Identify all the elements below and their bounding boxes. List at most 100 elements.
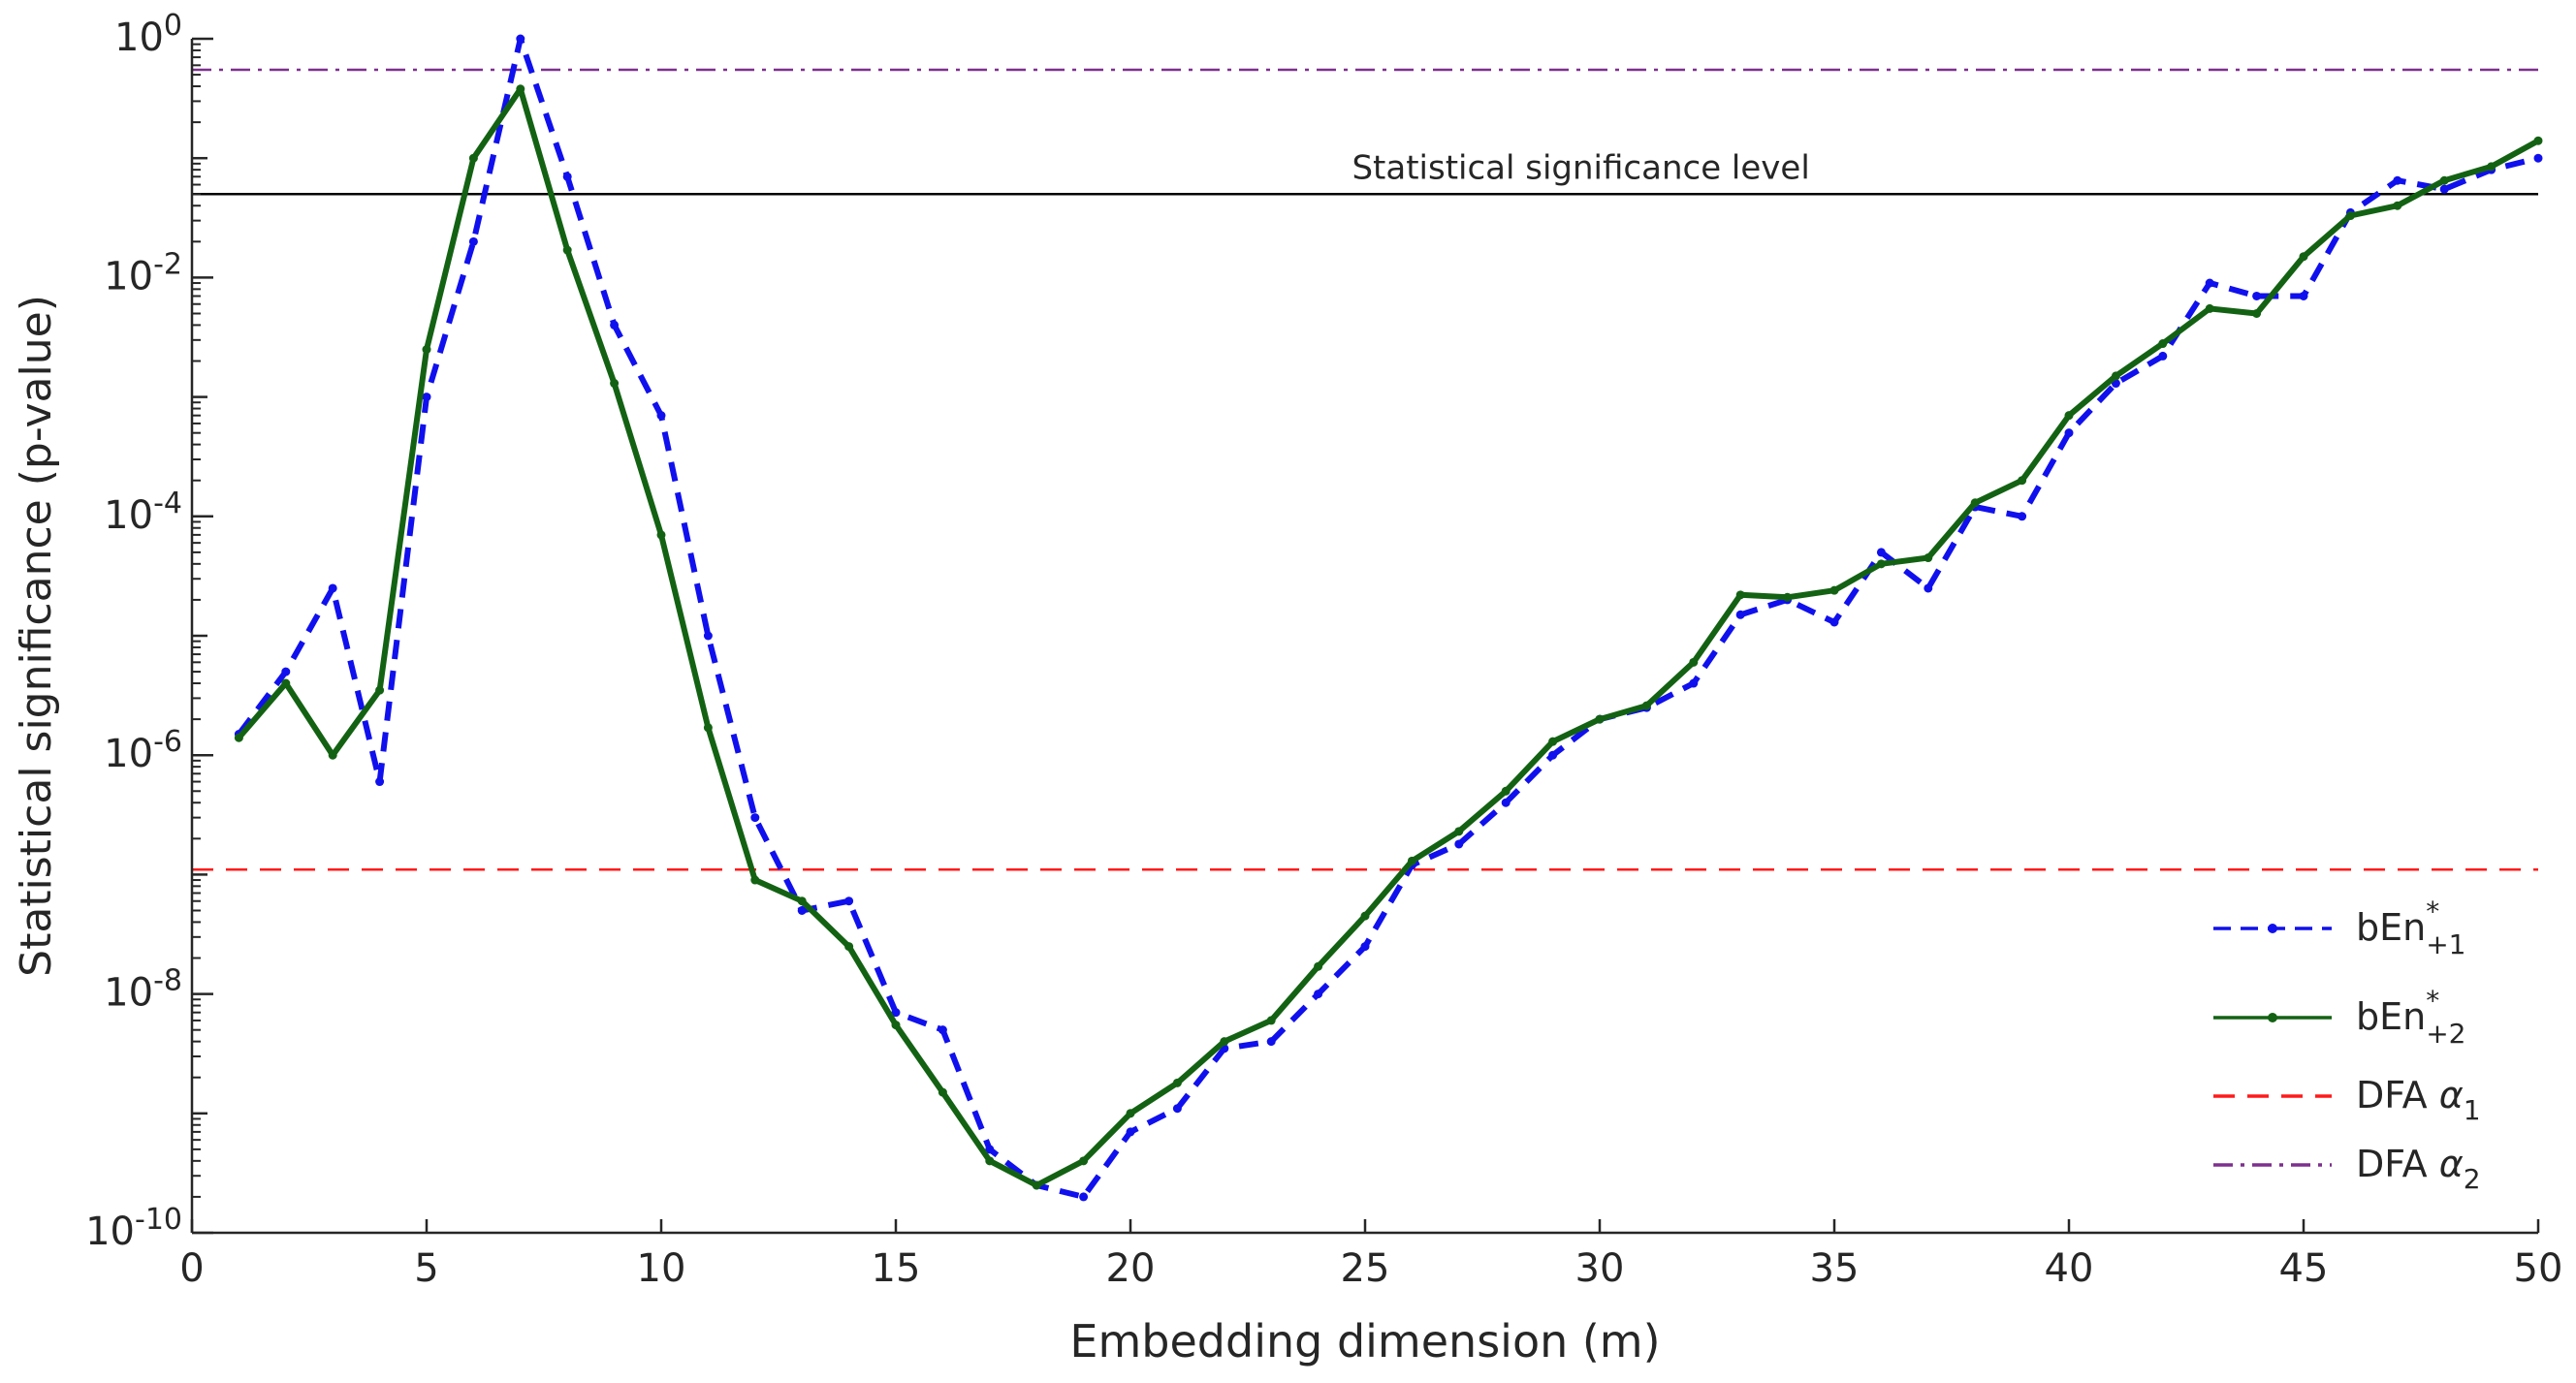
ben-plus2-point xyxy=(610,379,620,389)
ben-plus1-point xyxy=(1924,583,1933,593)
x-tick-label: 0 xyxy=(179,1246,204,1291)
x-tick-label: 35 xyxy=(1810,1246,1860,1291)
ben-plus2-point xyxy=(797,896,807,906)
ben-plus1-point xyxy=(1454,839,1464,849)
ben-plus2-point xyxy=(1172,1078,1182,1087)
y-tick-label: 10-8 xyxy=(104,964,182,1016)
x-tick-label: 45 xyxy=(2279,1246,2329,1291)
ben-plus1-point xyxy=(656,411,666,421)
y-tick-label: 100 xyxy=(114,9,182,60)
ben-plus1-point xyxy=(938,1025,947,1035)
ben-plus1-point xyxy=(1829,617,1839,627)
ben-plus2-point xyxy=(1360,911,1370,921)
x-tick-label: 30 xyxy=(1575,1246,1625,1291)
ben-plus2-line xyxy=(237,85,2540,1188)
ben-plus1-point xyxy=(2018,512,2027,521)
ben-plus2-point xyxy=(1924,553,1933,563)
ben-plus2-point xyxy=(891,1021,901,1030)
ben-plus1-point xyxy=(2064,428,2074,438)
y-tick-label: 10-4 xyxy=(104,487,182,538)
ben-plus2-point xyxy=(422,345,431,355)
ben-plus1-point xyxy=(844,896,854,906)
ben-plus2-point xyxy=(1454,827,1464,836)
ben-plus2-point xyxy=(1829,585,1839,595)
legend-marker xyxy=(2268,1013,2277,1022)
ben-plus2-point xyxy=(468,153,478,163)
ben-plus2-point xyxy=(1876,559,1886,569)
legend-entry-label: DFA α1 xyxy=(2356,1074,2481,1126)
ben-plus2-point xyxy=(750,875,760,885)
ben-plus1-line xyxy=(237,36,2539,1200)
ben-plus2-point xyxy=(516,84,525,94)
y-tick-label: 10-2 xyxy=(104,247,182,299)
ben-plus2-point xyxy=(2345,211,2355,221)
ben-plus2-point xyxy=(656,530,666,540)
x-tick-label: 5 xyxy=(414,1246,438,1291)
ben-plus1-point xyxy=(610,320,620,330)
ben-plus1-point xyxy=(1548,750,1558,760)
ben-plus2-point xyxy=(1314,961,1323,971)
ben-plus2-point xyxy=(1548,737,1558,746)
ben-plus2-point xyxy=(234,733,243,742)
ben-plus2-point xyxy=(1735,590,1745,600)
ben-plus2-point xyxy=(703,723,713,733)
ben-plus1-point xyxy=(1079,1192,1089,1202)
ben-plus1-point xyxy=(2439,184,2449,194)
legend-entry-label: DFA α2 xyxy=(2356,1143,2481,1195)
ben-plus1-point xyxy=(1172,1104,1182,1114)
ben-plus2-point xyxy=(281,678,291,688)
ben-plus2-point xyxy=(2487,162,2496,172)
x-tick-label: 15 xyxy=(872,1246,921,1291)
ben-plus1-point xyxy=(2252,291,2262,300)
ben-plus1-point xyxy=(468,236,478,246)
ben-plus2-point xyxy=(2111,371,2120,381)
ben-plus2-point xyxy=(2252,308,2262,318)
ben-plus1-point xyxy=(1314,990,1323,999)
ben-plus2-point xyxy=(2533,136,2543,145)
ben-plus1-point xyxy=(375,777,385,787)
ben-plus2-point xyxy=(1126,1109,1135,1118)
ben-plus1-point xyxy=(2205,278,2214,288)
ben-plus2-point xyxy=(2205,303,2214,313)
ben-plus1-point xyxy=(1266,1037,1276,1047)
ben-plus1-point xyxy=(1501,798,1511,807)
ben-plus1-point xyxy=(2158,351,2168,361)
ben-plus1-point xyxy=(750,813,760,823)
ben-plus2-point xyxy=(1970,498,1980,508)
legend-marker xyxy=(2268,924,2277,933)
ben-plus2-point xyxy=(1032,1180,1041,1190)
y-tick-label: 10-6 xyxy=(104,725,182,776)
ben-plus1-point xyxy=(281,667,291,676)
ben-plus2-point xyxy=(985,1156,995,1166)
legend-entry-label: bEn* +1 xyxy=(2356,896,2466,960)
ben-plus2-point xyxy=(1595,714,1605,724)
legend-entry-label: bEn* +2 xyxy=(2356,985,2466,1050)
ben-plus1-point xyxy=(2393,175,2402,185)
ben-plus1-point xyxy=(516,34,525,44)
x-tick-label: 10 xyxy=(637,1246,686,1291)
ben-plus2-point xyxy=(1079,1156,1089,1166)
ben-plus2-point xyxy=(2018,476,2027,486)
x-tick-label: 25 xyxy=(1341,1246,1390,1291)
x-tick-label: 40 xyxy=(2045,1246,2094,1291)
ben-plus2-point xyxy=(1220,1037,1229,1047)
ben-plus2-point xyxy=(2393,201,2402,210)
x-axis-label: Embedding dimension (m) xyxy=(1069,1315,1660,1367)
ben-plus1-point xyxy=(1689,678,1699,688)
x-tick-label: 20 xyxy=(1106,1246,1156,1291)
ben-plus2-point xyxy=(1689,657,1699,667)
axes: 0 5 10 15 20 25 30 35 40 45 50 10-10 10-8 10-6 10-4 10-… xyxy=(85,9,2562,1291)
ben-plus2-point xyxy=(2158,339,2168,349)
y-axis-label: Statistical significance (p-value) xyxy=(12,295,61,977)
ben-plus1-point xyxy=(1360,942,1370,952)
ben-plus2-point xyxy=(2064,411,2074,421)
ben-plus1-point xyxy=(891,1008,901,1018)
ben-plus2-point xyxy=(562,245,572,255)
ben-plus2-point xyxy=(2299,252,2308,262)
ben-plus1-point xyxy=(797,905,807,915)
ben-plus2-point xyxy=(1641,701,1651,710)
ben-plus1-point xyxy=(328,583,337,593)
legend: bEn* +1 bEn* +2 DFA α1 DFA α2 xyxy=(2213,896,2481,1195)
ben-plus1-point xyxy=(985,1145,995,1154)
